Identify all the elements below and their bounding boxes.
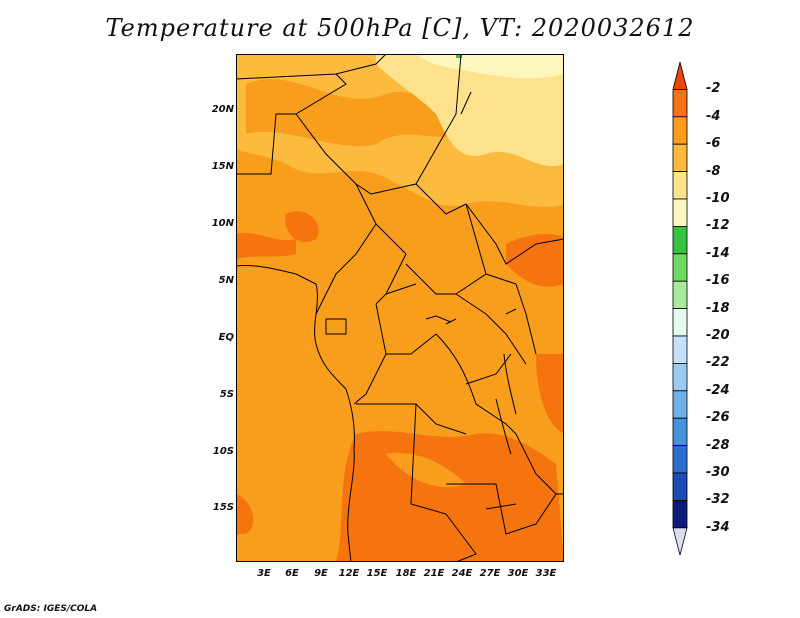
colorbar-label: -8 bbox=[706, 163, 721, 179]
colorbar-swatch bbox=[672, 116, 688, 145]
colorbar-swatch bbox=[672, 198, 688, 227]
map-title: Temperature at 500hPa [C], VT: 202003261… bbox=[105, 14, 695, 42]
colorbar-label: -32 bbox=[706, 492, 730, 508]
colorbar-swatch bbox=[672, 499, 688, 529]
colorbar-swatch bbox=[672, 362, 688, 392]
colorbar-label: -30 bbox=[706, 465, 730, 480]
lon-tick-3e: 3E bbox=[257, 568, 271, 579]
colorbar-swatch bbox=[672, 390, 688, 419]
lon-tick-15e: 15E bbox=[366, 568, 388, 579]
field-green-spot bbox=[456, 54, 462, 58]
colorbar-swatch bbox=[672, 417, 688, 447]
lon-tick-24e: 24E bbox=[451, 568, 473, 579]
colorbar-swatch bbox=[672, 171, 688, 200]
lon-tick-21e: 21E bbox=[423, 568, 445, 579]
colorbar-swatch bbox=[672, 253, 688, 282]
lat-tick-5s: 5S bbox=[219, 389, 234, 400]
field-warm-sw bbox=[236, 494, 254, 534]
colorbar-label: -10 bbox=[706, 191, 730, 206]
field-warm-se bbox=[536, 354, 564, 434]
colorbar-label: -12 bbox=[706, 218, 730, 234]
colorbar-label: -22 bbox=[706, 355, 730, 371]
colorbar-label: -20 bbox=[706, 328, 730, 343]
field-north-cool-2 bbox=[246, 79, 466, 147]
colorbar-swatch bbox=[672, 445, 688, 474]
lon-tick-33e: 33E bbox=[535, 568, 557, 579]
colorbar-label: -24 bbox=[706, 382, 730, 398]
colorbar-label: -6 bbox=[706, 136, 721, 152]
field-ne-coldest bbox=[416, 54, 564, 79]
field-warm-west bbox=[236, 232, 296, 259]
colorbar-swatch bbox=[672, 527, 688, 556]
grads-credit: GrADS: IGES/COLA bbox=[4, 604, 98, 614]
colorbar-swatch bbox=[672, 472, 688, 501]
lat-tick-eq: EQ bbox=[218, 332, 234, 343]
colorbar-label: -26 bbox=[706, 410, 730, 426]
temperature-map bbox=[236, 54, 564, 562]
colorbar-swatch bbox=[672, 308, 688, 337]
colorbar bbox=[672, 61, 688, 556]
lon-tick-30e: 30E bbox=[507, 568, 529, 579]
lat-tick-5n: 5N bbox=[218, 275, 234, 286]
field-warm-east bbox=[506, 234, 564, 287]
colorbar-label: -16 bbox=[706, 273, 730, 289]
colorbar-label: -14 bbox=[706, 245, 730, 261]
colorbar-swatch bbox=[672, 61, 688, 90]
colorbar-label: -28 bbox=[706, 437, 730, 453]
lat-tick-10n: 10N bbox=[211, 218, 234, 229]
colorbar-label: -34 bbox=[706, 519, 730, 535]
lon-tick-18e: 18E bbox=[395, 568, 417, 579]
lon-tick-9e: 9E bbox=[314, 568, 328, 579]
border-lines bbox=[236, 54, 564, 562]
field-warm-south-2 bbox=[386, 453, 466, 488]
lat-tick-15s: 15S bbox=[212, 502, 234, 513]
lon-tick-27e: 27E bbox=[479, 568, 501, 579]
colorbar-swatch bbox=[672, 143, 688, 172]
lat-tick-10s: 10S bbox=[212, 446, 234, 457]
borders bbox=[236, 54, 564, 562]
colorbar-label: -18 bbox=[706, 300, 730, 316]
map-frame bbox=[236, 54, 564, 562]
field-warm-central bbox=[285, 211, 319, 243]
colorbar-swatch bbox=[672, 335, 688, 364]
lon-tick-6e: 6E bbox=[285, 568, 299, 579]
lat-tick-20n: 20N bbox=[211, 104, 234, 115]
colorbar-label: -2 bbox=[706, 81, 721, 97]
field-ne-cold bbox=[376, 54, 564, 167]
lat-tick-15n: 15N bbox=[211, 161, 234, 172]
colorbar-swatch bbox=[672, 280, 688, 309]
field-warm-south bbox=[336, 431, 564, 562]
colorbar-label: -4 bbox=[706, 108, 721, 124]
lon-tick-12e: 12E bbox=[338, 568, 360, 579]
colorbar-swatch bbox=[672, 88, 688, 118]
coastline-west bbox=[236, 265, 355, 562]
lake-lines bbox=[425, 308, 517, 510]
colorbar-swatch bbox=[672, 225, 688, 255]
